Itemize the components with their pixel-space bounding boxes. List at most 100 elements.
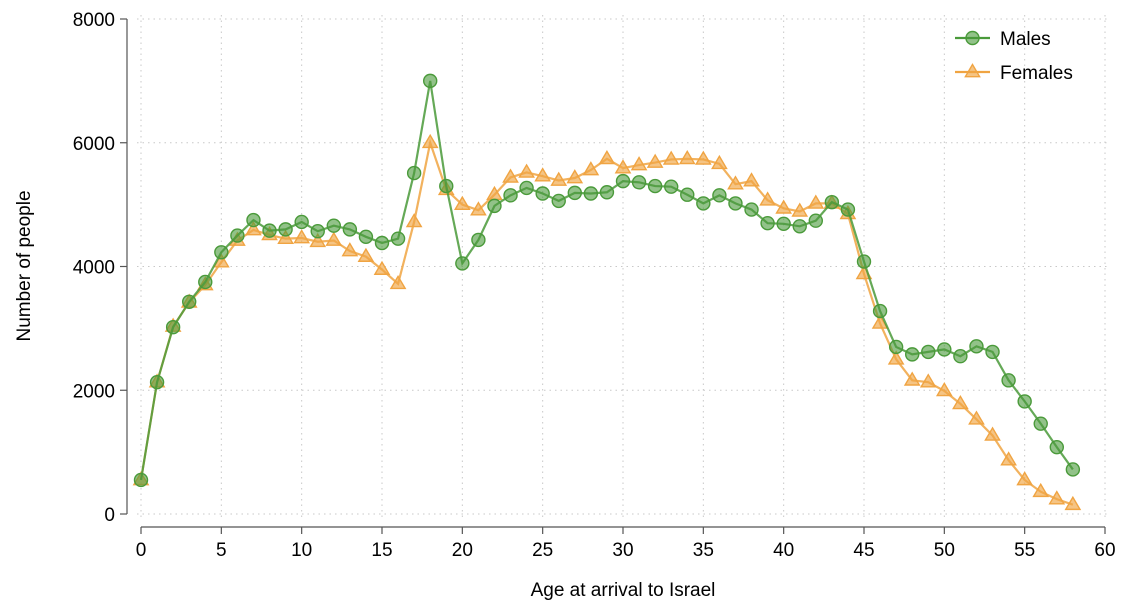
point-females-16 xyxy=(389,274,407,290)
x-tick-label-45: 45 xyxy=(853,540,874,561)
point-males-22 xyxy=(487,198,502,214)
y-tick-label-4000: 4000 xyxy=(73,258,115,279)
point-females-42 xyxy=(807,194,825,209)
point-males-20 xyxy=(455,256,470,271)
point-males-58 xyxy=(1065,462,1081,477)
x-tick-label-60: 60 xyxy=(1094,540,1115,561)
point-females-36 xyxy=(711,154,728,170)
point-females-18 xyxy=(421,133,439,149)
series-line-males xyxy=(139,80,1074,481)
point-males-10 xyxy=(294,214,309,230)
point-males-11 xyxy=(310,224,325,239)
point-males-14 xyxy=(358,229,374,245)
point-males-43 xyxy=(824,194,840,210)
point-males-33 xyxy=(664,179,679,194)
point-males-15 xyxy=(374,235,390,251)
point-females-12 xyxy=(325,231,343,246)
point-males-51 xyxy=(953,349,968,364)
point-males-35 xyxy=(696,196,711,211)
point-females-50 xyxy=(935,381,953,397)
y-axis-title: Number of people xyxy=(14,190,35,341)
x-tick-label-55: 55 xyxy=(1014,540,1035,561)
point-females-14 xyxy=(357,247,375,262)
point-males-4 xyxy=(198,274,213,290)
x-tick-label-0: 0 xyxy=(136,540,147,561)
point-males-30 xyxy=(615,173,631,189)
point-males-56 xyxy=(1033,416,1048,431)
point-females-13 xyxy=(341,242,359,257)
point-females-39 xyxy=(759,191,776,206)
x-axis-title: Age at arrival to Israel xyxy=(531,580,716,601)
point-females-32 xyxy=(646,153,664,168)
point-males-13 xyxy=(342,222,358,237)
point-females-17 xyxy=(405,213,423,228)
point-females-51 xyxy=(952,394,969,410)
point-females-9 xyxy=(277,229,294,245)
point-males-53 xyxy=(985,344,1000,360)
point-males-47 xyxy=(888,339,904,355)
point-females-26 xyxy=(550,171,568,186)
point-females-55 xyxy=(1016,471,1034,486)
point-males-52 xyxy=(969,339,984,354)
point-females-25 xyxy=(534,167,552,182)
x-tick-label-35: 35 xyxy=(693,540,714,561)
point-females-56 xyxy=(1032,482,1050,498)
point-males-1 xyxy=(149,375,165,390)
y-tick-label-8000: 8000 xyxy=(73,10,115,31)
point-females-20 xyxy=(453,195,471,210)
point-males-7 xyxy=(246,212,261,228)
point-females-31 xyxy=(630,156,648,171)
point-males-45 xyxy=(856,254,872,269)
point-females-57 xyxy=(1048,490,1066,505)
point-males-8 xyxy=(262,223,277,238)
point-females-28 xyxy=(582,161,600,176)
legend-label-males: Males xyxy=(1000,29,1051,50)
point-females-37 xyxy=(727,175,744,190)
point-females-23 xyxy=(502,168,519,183)
point-females-58 xyxy=(1064,495,1082,511)
point-females-49 xyxy=(919,373,937,388)
legend: Males Females xyxy=(955,29,1073,84)
legend-marker-males xyxy=(965,30,980,46)
point-females-29 xyxy=(598,149,616,165)
point-males-29 xyxy=(599,185,615,200)
point-males-49 xyxy=(921,344,936,360)
point-males-55 xyxy=(1017,394,1032,409)
x-tick-label-5: 5 xyxy=(216,540,227,561)
point-males-0 xyxy=(133,472,149,488)
point-males-38 xyxy=(744,202,759,217)
point-males-54 xyxy=(1001,373,1016,388)
series-males xyxy=(133,73,1081,488)
point-females-53 xyxy=(984,426,1001,441)
point-males-17 xyxy=(406,165,422,181)
point-females-33 xyxy=(662,150,680,165)
point-males-48 xyxy=(905,347,920,362)
point-females-54 xyxy=(1000,451,1017,466)
gridlines xyxy=(137,15,1109,520)
point-females-46 xyxy=(871,314,889,329)
point-males-18 xyxy=(423,73,438,89)
series xyxy=(132,73,1082,511)
point-females-52 xyxy=(968,410,985,425)
point-males-2 xyxy=(165,319,181,335)
legend-item-females: Females xyxy=(955,63,1073,84)
point-males-24 xyxy=(519,180,534,196)
point-females-41 xyxy=(791,202,809,217)
x-tick-label-20: 20 xyxy=(452,540,473,561)
point-males-32 xyxy=(647,178,663,194)
x-tick-label-15: 15 xyxy=(371,540,392,561)
point-males-9 xyxy=(278,222,293,237)
point-females-10 xyxy=(293,229,311,244)
point-males-40 xyxy=(776,216,791,232)
point-males-16 xyxy=(390,231,406,246)
point-males-57 xyxy=(1049,439,1065,455)
point-males-39 xyxy=(760,215,775,231)
point-females-21 xyxy=(470,201,487,216)
x-tick-label-50: 50 xyxy=(934,540,955,561)
point-males-3 xyxy=(181,294,197,309)
point-females-11 xyxy=(309,232,327,248)
point-males-37 xyxy=(728,196,743,211)
point-males-42 xyxy=(808,213,823,228)
legend-item-males: Males xyxy=(955,29,1051,50)
point-females-48 xyxy=(903,371,921,386)
